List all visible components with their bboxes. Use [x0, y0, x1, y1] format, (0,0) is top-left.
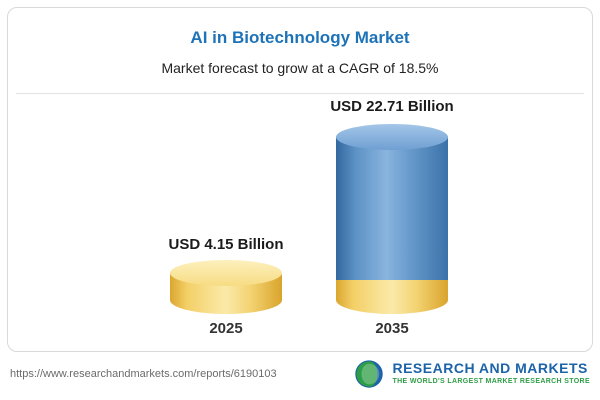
chart-header: AI in Biotechnology Market Market foreca…	[16, 16, 584, 76]
bar-2035-top-ellipse	[336, 124, 448, 150]
brand-logo[interactable]: RESEARCH AND MARKETS THE WORLD'S LARGEST…	[354, 359, 590, 389]
report-url-link[interactable]: https://www.researchandmarkets.com/repor…	[10, 368, 277, 380]
value-label-2035: USD 22.71 Billion	[330, 98, 454, 115]
header-divider	[16, 93, 584, 94]
bar-2025	[170, 260, 282, 314]
bar-2035	[336, 124, 448, 314]
chart-card: AI in Biotechnology Market Market foreca…	[7, 7, 593, 352]
value-label-2025: USD 4.15 Billion	[168, 236, 284, 253]
brand-text: RESEARCH AND MARKETS THE WORLD'S LARGEST…	[392, 361, 590, 386]
chart-subtitle: Market forecast to grow at a CAGR of 18.…	[161, 60, 439, 76]
chart-title: AI in Biotechnology Market	[190, 28, 410, 47]
bar-2035-body	[336, 137, 448, 280]
category-label-2025: 2025	[209, 320, 243, 337]
brand-name: RESEARCH AND MARKETS	[392, 360, 588, 377]
footer: https://www.researchandmarkets.com/repor…	[0, 354, 600, 400]
category-label-2035: 2035	[375, 320, 409, 337]
bar-2025-top-ellipse	[170, 260, 282, 286]
globe-icon	[355, 360, 384, 388]
brand-tagline: THE WORLD'S LARGEST MARKET RESEARCH STOR…	[392, 377, 590, 385]
